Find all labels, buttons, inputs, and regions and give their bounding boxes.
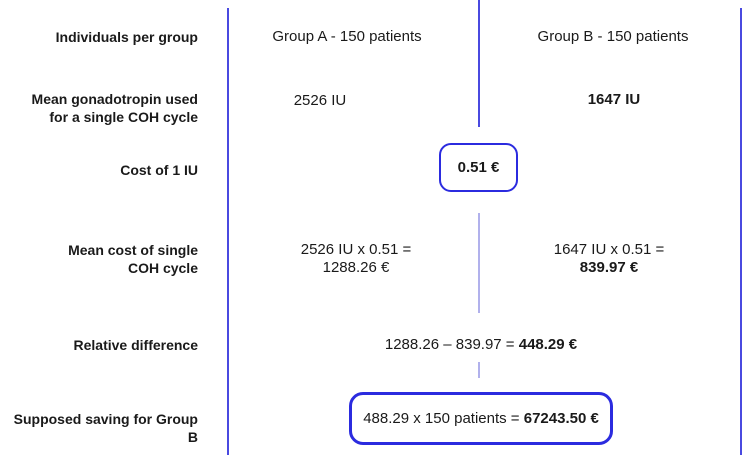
saving-box: 488.29 x 150 patients = 67243.50 € — [349, 392, 613, 445]
row-label-mean-cost: Mean cost of single COH cycle — [0, 241, 198, 277]
row-label-mean-cost-line2: COH cycle — [127, 260, 198, 276]
center-connector-top-line — [478, 0, 480, 127]
row-label-relative-difference: Relative difference — [73, 337, 199, 353]
cost-per-iu-box: 0.51 € — [439, 143, 518, 192]
saving-equation: 488.29 x 150 patients = 67243.50 € — [363, 410, 599, 427]
relative-difference-equation: 1288.26 – 839.97 = 448.29 € — [331, 336, 631, 354]
center-connector-lower-line — [478, 362, 480, 378]
cost-per-iu-value: 0.51 € — [457, 159, 500, 176]
groupA-individuals-value: Group A - 150 patients — [272, 28, 422, 45]
row-label-gonadotropin: Mean gonadotropin used for a single COH … — [0, 90, 198, 126]
row-label-individuals: Individuals per group — [55, 29, 198, 45]
center-connector-middle-line — [478, 213, 480, 313]
groupA-mean-cost-value: 2526 IU x 0.51 = 1288.26 € — [276, 241, 436, 277]
row-label-gonadotropin-line2: for a single COH cycle — [49, 109, 198, 125]
groupB-mean-cost-result: 839.97 € — [579, 259, 639, 276]
row-label-mean-cost-line1: Mean cost of single — [68, 242, 198, 258]
groupB-gonadotropin-value: 1647 IU — [587, 91, 641, 108]
groupA-mean-cost-formula: 2526 IU x 0.51 = — [300, 241, 412, 258]
relative-difference-result: 448.29 € — [518, 336, 578, 353]
relative-difference-formula: 1288.26 – 839.97 = — [384, 336, 519, 353]
column-divider-left-line — [227, 8, 229, 455]
column-divider-right-line — [740, 8, 742, 455]
groupB-mean-cost-formula: 1647 IU x 0.51 = — [553, 241, 665, 258]
row-label-supposed-saving: Supposed saving for Group B — [13, 411, 198, 445]
groupB-individuals-value: Group B - 150 patients — [537, 28, 689, 45]
row-label-cost-per-iu: Cost of 1 IU — [120, 162, 198, 178]
saving-result: 67243.50 € — [523, 410, 599, 427]
groupB-mean-cost-value: 1647 IU x 0.51 = 839.97 € — [529, 241, 689, 277]
groupA-gonadotropin-value: 2526 IU — [293, 92, 347, 109]
saving-formula: 488.29 x 150 patients = — [363, 410, 524, 427]
row-label-gonadotropin-line1: Mean gonadotropin used — [31, 91, 198, 107]
groupA-mean-cost-result: 1288.26 € — [322, 259, 390, 276]
